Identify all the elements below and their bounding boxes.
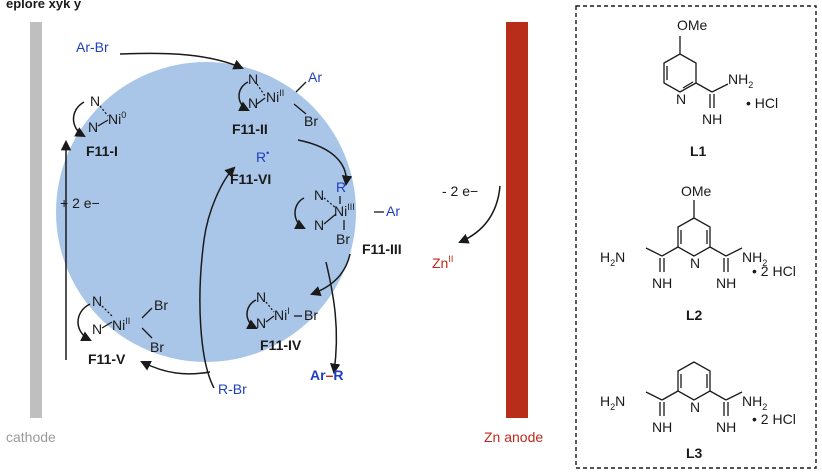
alkyl-radical: R• xyxy=(256,148,269,165)
radical-capture-arrow xyxy=(297,139,353,187)
svg-text:NH: NH xyxy=(716,419,736,435)
aryl-bromide-reagent: Ar-Br xyxy=(76,39,109,55)
svg-text:N: N xyxy=(92,321,102,337)
f11-ii-label: F11-II xyxy=(232,121,268,137)
svg-text:N: N xyxy=(248,71,258,87)
f11-v-label: F11-V xyxy=(88,351,126,367)
ligand-l2-structure: OMe N H2N NH NH2 NH • 2 HCl xyxy=(600,183,796,291)
oxidative-addition-arrow xyxy=(119,52,244,70)
f11-iii-complex: R N N NiIII Ar Br xyxy=(294,179,400,247)
svg-text:NiII: NiII xyxy=(266,88,284,105)
svg-text:NH: NH xyxy=(702,111,722,127)
svg-text:NH2: NH2 xyxy=(728,71,753,90)
svg-text:OMe: OMe xyxy=(677,17,708,33)
svg-text:NH2: NH2 xyxy=(742,393,767,412)
svg-text:N: N xyxy=(676,91,686,107)
svg-text:N: N xyxy=(256,289,266,305)
svg-text:• 2 HCl: • 2 HCl xyxy=(752,263,796,279)
svg-text:N: N xyxy=(88,119,98,135)
svg-text:N: N xyxy=(256,315,266,331)
f11-iii-label: F11-III xyxy=(362,241,402,257)
svg-text:Br: Br xyxy=(150,339,164,355)
ni-i-to-ni-ii-arrow xyxy=(140,361,211,375)
f11-ii-complex: N N NiII Ar Br xyxy=(238,69,322,129)
product-release-arrow xyxy=(325,261,341,375)
f11-v-complex: N N NiII Br Br xyxy=(77,293,168,355)
svg-text:Br: Br xyxy=(154,297,168,313)
svg-text:R: R xyxy=(336,179,346,195)
svg-text:NiI: NiI xyxy=(274,306,290,323)
cathode-electrode xyxy=(30,22,42,418)
svg-text:NiII: NiII xyxy=(112,316,130,333)
cross-coupling-product: Ar–R xyxy=(310,367,343,383)
svg-text:N: N xyxy=(690,255,700,271)
f11-vi-label: F11-VI xyxy=(230,171,271,187)
f11-i-complex: N N Ni0 xyxy=(72,93,126,138)
svg-text:NH: NH xyxy=(716,275,736,291)
svg-text:H2N: H2N xyxy=(600,393,625,412)
ligand-l3-label: L3 xyxy=(686,445,703,461)
svg-text:• 2 HCl: • 2 HCl xyxy=(752,411,796,427)
alkyl-bromide-reagent: R-Br xyxy=(218,381,247,397)
zinc-ii-label: ZnII xyxy=(432,254,453,271)
ligand-l2-label: L2 xyxy=(686,307,703,323)
cathode-label: cathode xyxy=(6,429,56,445)
anode-electron-label: - 2 e− xyxy=(442,183,478,199)
zn-anode-electrode xyxy=(506,22,528,418)
svg-text:• HCl: • HCl xyxy=(746,95,778,111)
svg-text:Br: Br xyxy=(336,231,350,247)
reductive-elimination-arrow xyxy=(310,253,351,297)
cropped-header-text: eplore xyk y xyxy=(6,0,82,11)
svg-text:Br: Br xyxy=(304,307,318,323)
cathode-electron-label: + 2 e− xyxy=(60,195,100,211)
svg-text:N: N xyxy=(248,95,258,111)
svg-text:NH: NH xyxy=(652,275,672,291)
svg-text:N: N xyxy=(92,293,102,309)
oxidation-arrow xyxy=(458,185,501,244)
svg-text:NiIII: NiIII xyxy=(334,202,355,219)
f11-iv-complex: N N NiI Br xyxy=(246,289,318,331)
svg-text:N: N xyxy=(690,399,700,415)
svg-text:H2N: H2N xyxy=(600,249,625,268)
anode-label: Zn anode xyxy=(484,429,543,445)
f11-i-label: F11-I xyxy=(86,143,118,159)
radical-generation-arrow xyxy=(199,166,236,389)
catalytic-cycle-disk xyxy=(56,62,356,362)
svg-text:N: N xyxy=(90,93,100,109)
svg-text:OMe: OMe xyxy=(681,183,712,199)
svg-text:Ar: Ar xyxy=(308,69,322,85)
ligand-l3-structure: N H2N NH NH2 NH • 2 HCl xyxy=(600,361,796,435)
svg-text:N: N xyxy=(314,217,324,233)
svg-text:NH2: NH2 xyxy=(742,249,767,268)
ligand-l1-structure: OMe N NH2 NH • HCl xyxy=(663,17,778,127)
svg-text:NH: NH xyxy=(652,419,672,435)
svg-text:Br: Br xyxy=(304,113,318,129)
ligand-l1-label: L1 xyxy=(690,143,707,159)
ligand-panel-border xyxy=(575,5,817,469)
svg-text:Ni0: Ni0 xyxy=(108,110,126,127)
svg-text:Ar: Ar xyxy=(386,203,400,219)
f11-iv-label: F11-IV xyxy=(260,337,302,353)
svg-text:N: N xyxy=(314,187,324,203)
